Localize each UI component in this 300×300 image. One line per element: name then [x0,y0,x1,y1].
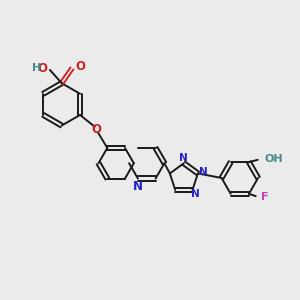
Text: OH: OH [265,154,283,164]
Text: N: N [191,189,200,199]
Text: O: O [91,123,101,136]
Text: O: O [38,62,47,75]
Text: F: F [261,192,268,202]
Text: N: N [133,180,143,193]
Text: H: H [32,63,42,74]
Text: N: N [199,167,207,177]
Text: O: O [75,61,85,74]
Text: N: N [179,153,188,163]
